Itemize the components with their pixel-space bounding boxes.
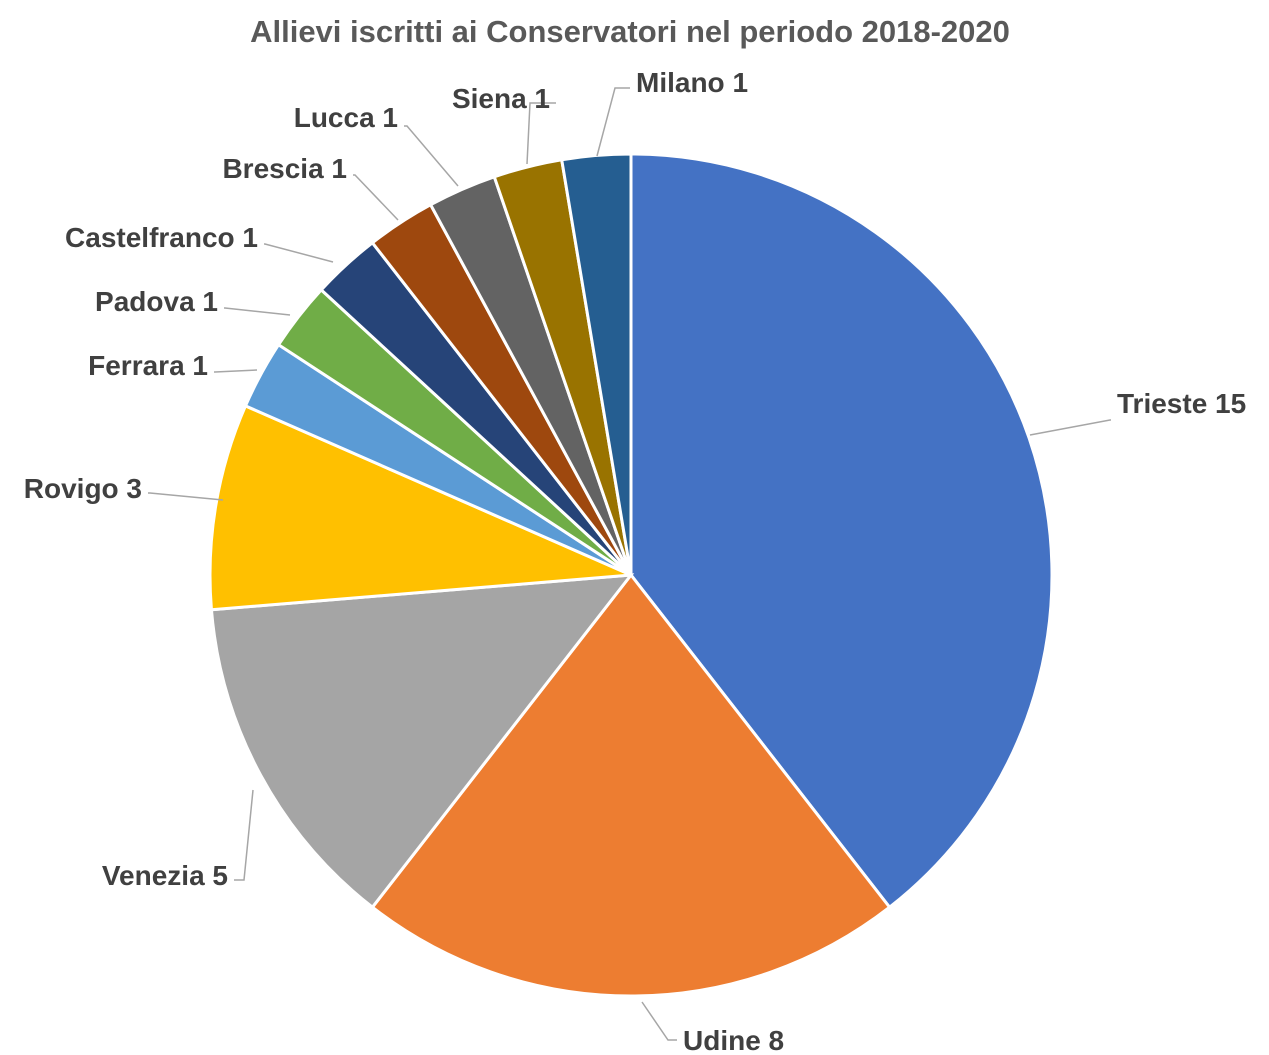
slice-label-lucca: Lucca 1: [294, 102, 398, 133]
slice-label-siena: Siena 1: [452, 83, 550, 114]
leader-line-udine: [641, 1001, 677, 1041]
chart-title: Allievi iscritti ai Conservatori nel per…: [250, 14, 1010, 49]
slice-label-trieste: Trieste 15: [1117, 388, 1246, 419]
pie-slice-rovigo: [208, 403, 632, 612]
pie-slice-venezia: [209, 573, 635, 910]
slice-labels: Trieste 15 Udine 8 Venezia 5 Rovigo 3 Ferrar…: [24, 67, 1246, 1055]
leader-line-trieste: [1029, 419, 1111, 436]
slice-label-venezia: Venezia 5: [102, 860, 228, 891]
slice-label-milano: Milano 1: [636, 67, 748, 98]
leader-line-castelfranco: [264, 243, 334, 263]
leader-line-lucca: [404, 125, 459, 187]
slice-label-padova: Padova 1: [95, 286, 218, 317]
leader-line-milano: [596, 87, 630, 157]
pie-slice-milano: [559, 152, 633, 576]
leader-line-venezia: [234, 789, 254, 881]
pie-slice-udine: [370, 572, 892, 998]
pie-slice-trieste: [629, 152, 1054, 910]
leader-line-ferrara: [214, 369, 258, 373]
slice-label-rovigo: Rovigo 3: [24, 473, 142, 504]
leader-line-siena: [526, 102, 556, 165]
slice-label-udine: Udine 8: [683, 1025, 784, 1055]
slice-label-castelfranco: Castelfranco 1: [65, 222, 258, 253]
slice-label-ferrara: Ferrara 1: [88, 350, 208, 381]
slice-label-brescia: Brescia 1: [222, 153, 347, 184]
leader-line-padova: [224, 307, 291, 316]
leader-line-rovigo: [148, 492, 224, 501]
leader-line-brescia: [353, 174, 399, 221]
leader-lines: [148, 87, 1111, 1041]
pie-slices: [208, 152, 1054, 998]
